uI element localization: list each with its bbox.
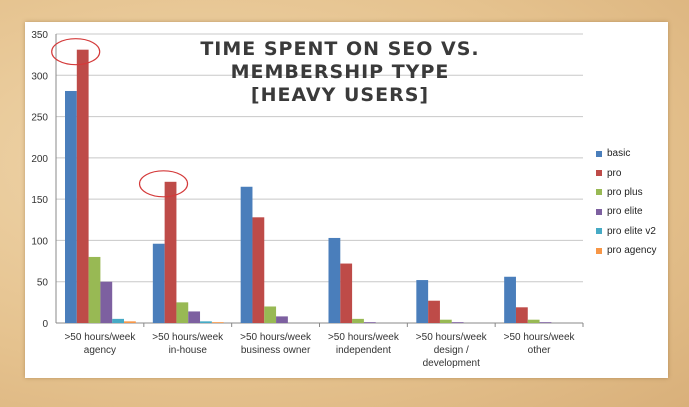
legend-label: basic: [607, 148, 631, 160]
y-tick-label: 350: [31, 30, 48, 41]
y-tick-label: 150: [31, 195, 48, 206]
x-tick-label: >50 hours/week agency: [64, 332, 136, 356]
legend-item: pro elite: [596, 202, 656, 221]
legend: basic pro pro plus pro elite pro elite v2 pro…: [596, 144, 656, 260]
bar-pro-elite-v2: [112, 318, 124, 323]
bar-pro: [164, 181, 177, 323]
bar-pro-plus: [439, 319, 452, 323]
bar-pro-plus: [88, 256, 101, 323]
legend-label: pro plus: [607, 186, 643, 198]
bar-basic: [152, 243, 165, 323]
highlight-circle: [51, 38, 101, 66]
legend-item: pro elite v2: [596, 222, 656, 241]
y-tick-label: 100: [31, 236, 48, 247]
bar-basic: [416, 280, 429, 323]
legend-label: pro: [607, 167, 622, 179]
bar-pro: [428, 300, 440, 323]
x-tick-label: >50 hours/week design / development: [416, 332, 488, 369]
bar-pro-agency: [211, 322, 224, 323]
bar-basic: [504, 276, 516, 323]
chart-subtitle: [Heavy Users]: [250, 84, 430, 106]
bar-pro-elite: [100, 281, 113, 323]
bar-pro-elite: [188, 311, 201, 323]
legend-swatch: [596, 170, 602, 177]
bar-pro-plus: [352, 318, 364, 323]
bar-basic: [328, 237, 341, 323]
legend-swatch: [596, 208, 602, 215]
bar-pro-plus: [527, 319, 540, 323]
legend-label: pro elite v2: [607, 225, 656, 237]
legend-item: pro agency: [596, 241, 656, 260]
legend-item: pro plus: [596, 183, 656, 202]
x-tick-label: >50 hours/week other: [504, 332, 576, 356]
bar-pro-plus: [264, 306, 277, 323]
chart-title: Time spent on SEO vs. Membership type [H…: [120, 38, 560, 107]
bar-basic: [240, 186, 253, 323]
bar-pro-elite: [539, 322, 552, 323]
legend-item: pro: [596, 163, 656, 182]
y-tick-label: 0: [42, 319, 48, 330]
legend-label: pro elite: [607, 206, 643, 218]
x-tick-label: >50 hours/week in-house: [152, 332, 224, 356]
chart-title-main: Time spent on SEO vs. Membership type: [200, 38, 480, 83]
bar-pro-elite: [363, 322, 376, 323]
legend-swatch: [596, 150, 602, 157]
legend-swatch: [596, 228, 602, 235]
x-tick-label: >50 hours/week independent: [328, 332, 400, 356]
legend-label: pro agency: [607, 245, 657, 257]
x-tick-label: >50 hours/week business owner: [240, 332, 312, 356]
y-tick-label: 300: [31, 71, 48, 82]
legend-swatch: [596, 247, 602, 254]
bar-pro-plus: [176, 302, 189, 323]
bar-pro: [515, 307, 528, 323]
y-tick-label: 200: [31, 154, 48, 165]
bar-basic: [65, 90, 77, 323]
bar-pro-elite: [451, 322, 464, 323]
bar-pro-agency: [124, 321, 136, 323]
bar-pro: [340, 263, 353, 323]
bar-pro: [252, 217, 265, 323]
highlight-circle: [138, 170, 189, 198]
bar-pro: [76, 49, 89, 324]
legend-swatch: [596, 189, 602, 196]
bar-pro-elite-v2: [200, 321, 212, 323]
legend-item: basic: [596, 144, 656, 163]
y-tick-label: 250: [31, 113, 48, 124]
bar-pro-elite: [276, 316, 288, 323]
y-tick-label: 50: [37, 278, 49, 289]
